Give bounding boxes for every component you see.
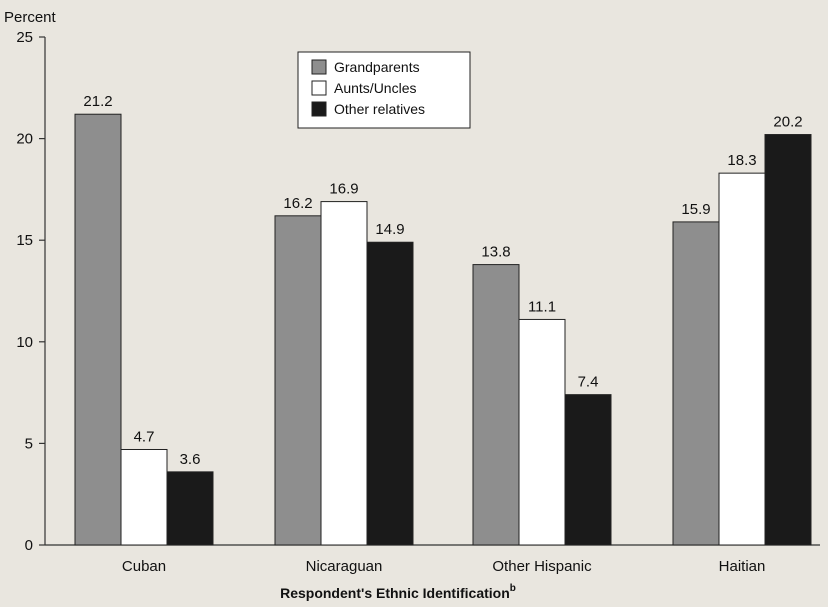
bar-grandparents-haitian bbox=[672, 221, 720, 546]
legend-box bbox=[297, 51, 471, 129]
category-label: Nicaraguan bbox=[306, 558, 383, 575]
bar-aunts-uncles-other-hispanic bbox=[518, 318, 566, 546]
y-tick-label: 10 bbox=[16, 334, 33, 351]
y-tick-label: 5 bbox=[25, 435, 33, 452]
bar-other-relatives-nicaraguan bbox=[366, 241, 414, 546]
bar-other-relatives-haitian bbox=[764, 134, 812, 546]
bar-value-label: 11.1 bbox=[528, 298, 556, 315]
value-labels: 21.2 4.7 3.6 16.2 16.9 14.9 13.8 11.1 7.4 15.9 18.… bbox=[83, 93, 802, 468]
bar-value-label: 21.2 bbox=[83, 93, 112, 110]
legend-swatch bbox=[311, 101, 327, 117]
bar-value-label: 7.4 bbox=[578, 374, 599, 391]
y-ticks: 0 5 10 15 20 25 bbox=[16, 29, 45, 554]
bar-value-label: 15.9 bbox=[681, 201, 710, 218]
legend-swatch bbox=[311, 80, 327, 96]
y-tick-label: 0 bbox=[25, 537, 33, 554]
bar-grandparents-nicaraguan bbox=[274, 215, 322, 546]
bar-value-label: 16.9 bbox=[329, 181, 358, 198]
category-label: Cuban bbox=[122, 558, 166, 575]
x-axis-title-superscript: b bbox=[510, 583, 516, 594]
category-labels: Cuban Nicaraguan Other Hispanic Haitian bbox=[122, 558, 765, 575]
x-axis-title: Respondent's Ethnic Identificationb bbox=[280, 583, 516, 601]
bar-other-relatives-cuban bbox=[166, 471, 214, 546]
legend-swatch bbox=[311, 59, 327, 75]
legend: Grandparents Aunts/Uncles Other relatives bbox=[297, 51, 471, 129]
category-label: Other Hispanic bbox=[492, 558, 592, 575]
bars bbox=[74, 113, 812, 546]
bar-value-label: 4.7 bbox=[134, 428, 155, 445]
bar-value-label: 16.2 bbox=[283, 195, 312, 212]
x-axis-title-text: Respondent's Ethnic Identification bbox=[280, 585, 510, 601]
bar-aunts-uncles-cuban bbox=[120, 448, 168, 546]
legend-label: Other relatives bbox=[334, 101, 425, 117]
bar-other-relatives-other-hispanic bbox=[564, 394, 612, 546]
bar-value-label: 3.6 bbox=[180, 451, 201, 468]
legend-label: Aunts/Uncles bbox=[334, 80, 416, 96]
bar-value-label: 14.9 bbox=[375, 221, 404, 238]
bar-grandparents-cuban bbox=[74, 113, 122, 546]
bar-aunts-uncles-haitian bbox=[718, 172, 766, 546]
bar-value-label: 18.3 bbox=[727, 152, 756, 169]
category-label: Haitian bbox=[719, 558, 766, 575]
y-tick-label: 15 bbox=[16, 232, 33, 249]
bar-value-label: 20.2 bbox=[773, 114, 802, 131]
y-tick-label: 20 bbox=[16, 131, 33, 148]
bar-value-label: 13.8 bbox=[481, 244, 510, 261]
bar-aunts-uncles-nicaraguan bbox=[320, 201, 368, 546]
y-tick-label: 25 bbox=[16, 29, 33, 46]
bar-grandparents-other-hispanic bbox=[472, 264, 520, 546]
y-axis-title: Percent bbox=[4, 9, 57, 26]
legend-label: Grandparents bbox=[334, 59, 420, 75]
